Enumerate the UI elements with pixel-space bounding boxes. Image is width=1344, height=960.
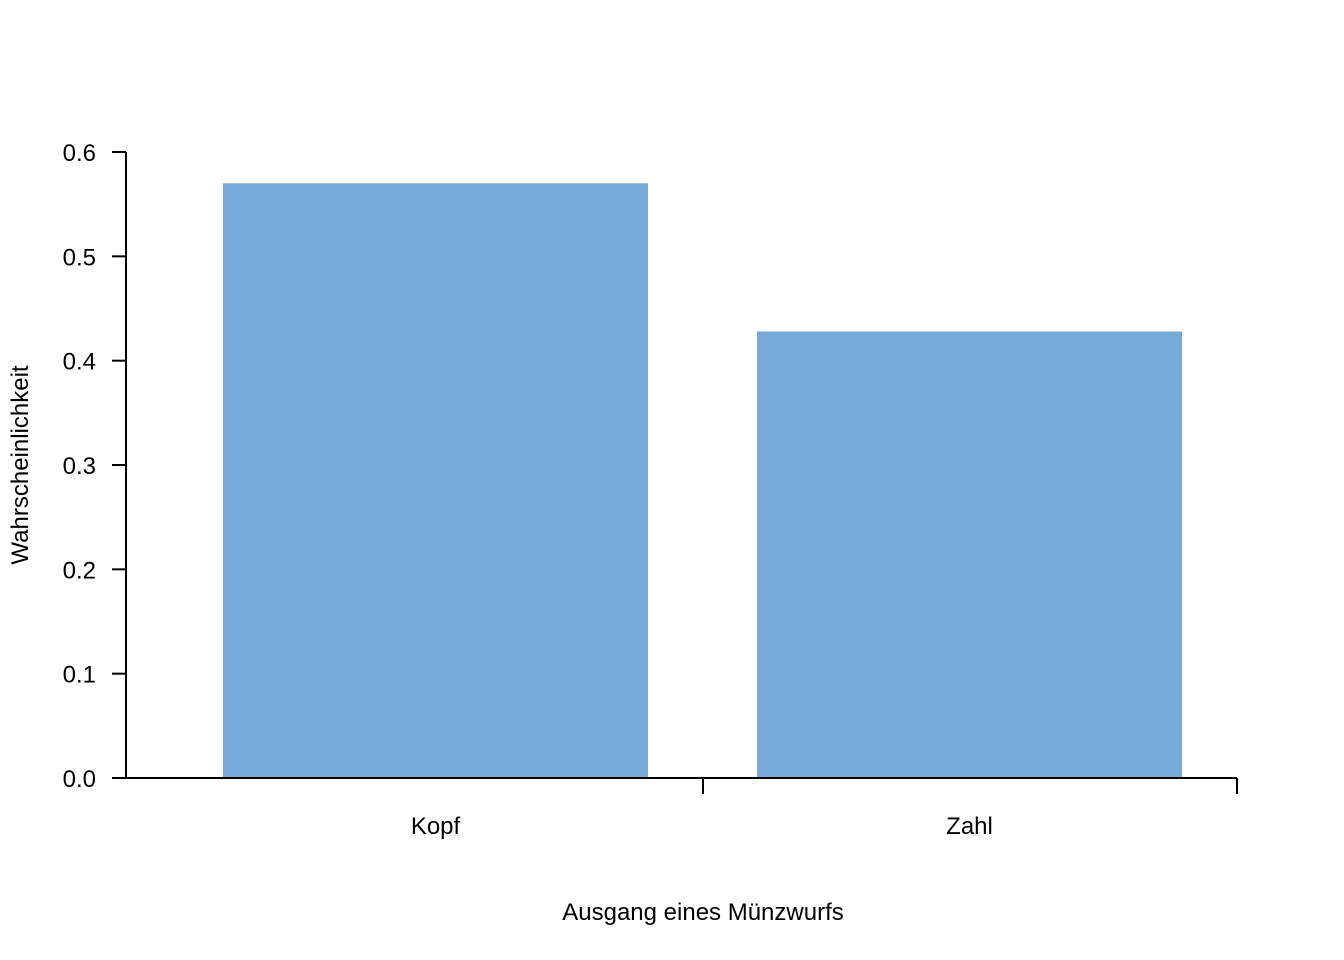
y-axis-title: Wahrscheinlichkeit (7, 365, 34, 565)
y-tick-label: 0.6 (63, 140, 96, 167)
y-tick-label: 0.5 (63, 244, 96, 271)
bars-group (223, 183, 1182, 779)
y-axis: 0.0 0.1 0.2 0.3 0.4 0.5 0.6 (63, 140, 127, 793)
y-tick-label: 0.4 (63, 349, 96, 376)
y-tick-label: 0.3 (63, 453, 96, 480)
x-axis: Kopf Zahl (112, 777, 1238, 840)
y-tick-label: 0.2 (63, 557, 96, 584)
x-axis-title: Ausgang eines Münzwurfs (562, 899, 843, 926)
x-tick-label-zahl: Zahl (946, 813, 993, 840)
y-tick-label: 0.1 (63, 662, 96, 689)
x-tick-label-kopf: Kopf (411, 813, 461, 840)
bar-kopf (223, 183, 648, 779)
y-tick-label: 0.0 (63, 766, 96, 793)
bar-zahl (757, 331, 1182, 778)
